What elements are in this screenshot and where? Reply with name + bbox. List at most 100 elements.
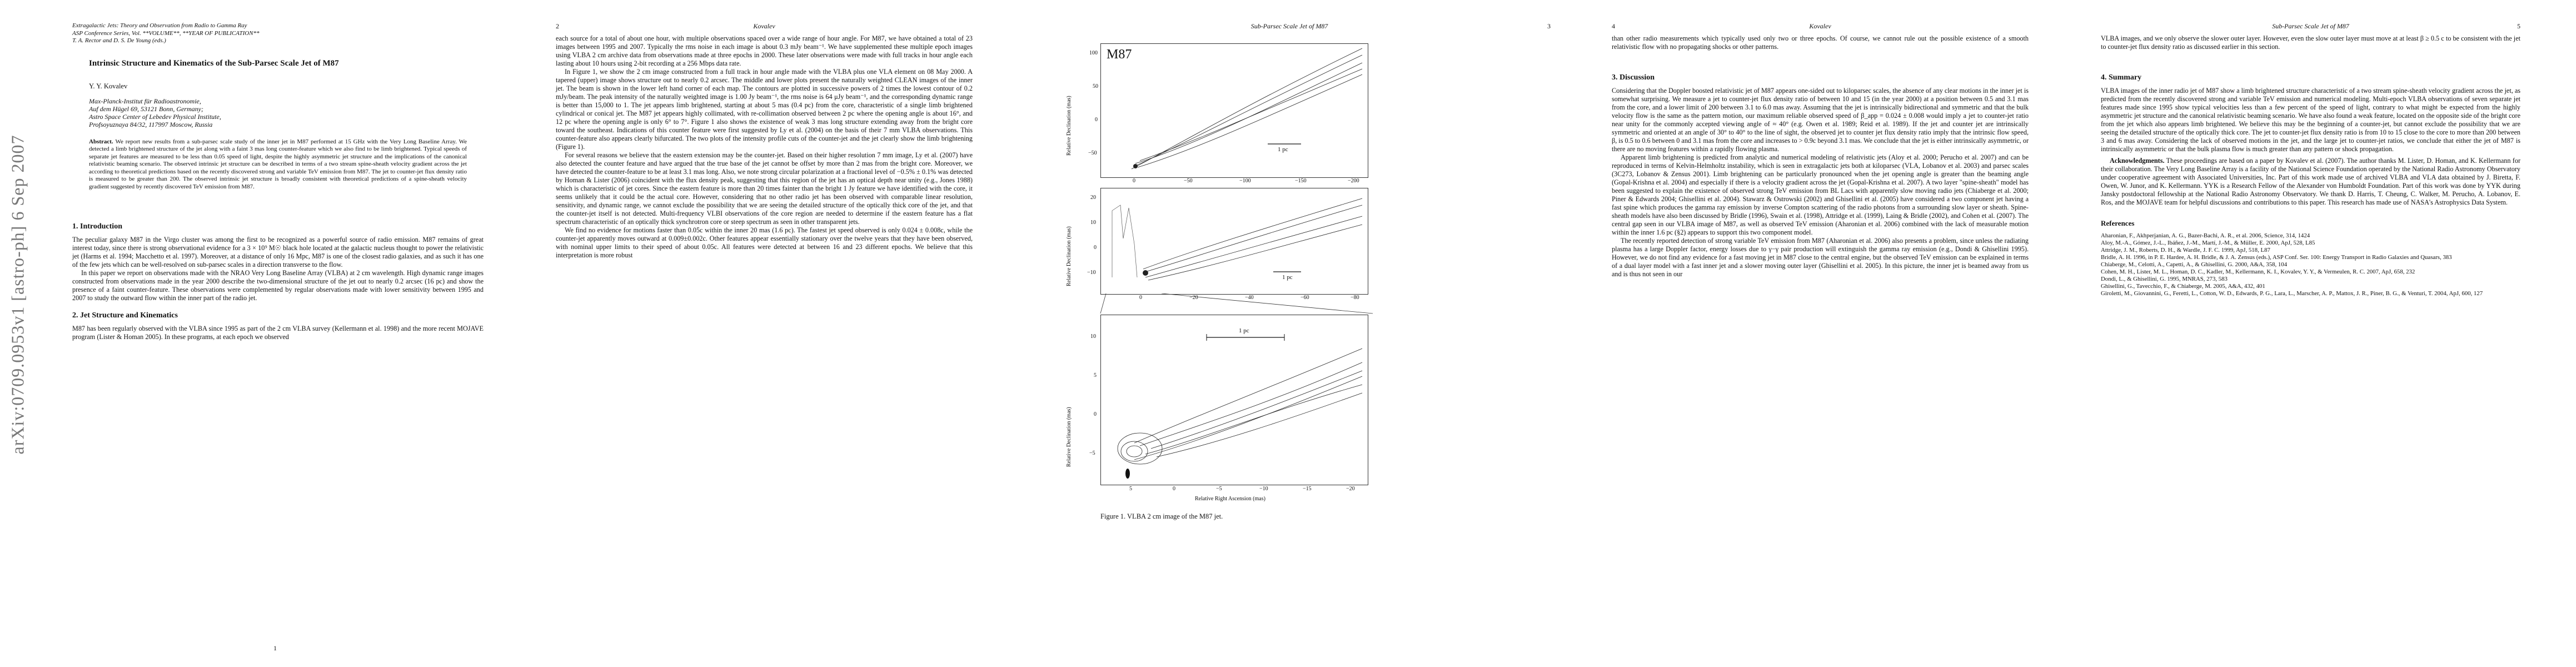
bot-xtick-4: −10 — [1259, 486, 1268, 492]
affiliation-2: Auf dem Hügel 69, 53121 Bonn, Germany; — [89, 104, 203, 113]
affiliation-3: Astro Space Center of Lebedev Physical I… — [89, 112, 221, 121]
mid-xtick-4: −60 — [1301, 295, 1309, 301]
panel-label: M87 — [1107, 47, 1132, 62]
jet-contour-middle — [1112, 198, 1363, 281]
page-5-header-title: Sub-Parsec Scale Jet of M87 — [2272, 22, 2349, 30]
top-xtick-5: −200 — [1348, 178, 1359, 184]
reference-item: Bridle, A. H. 1996, in P. E. Hardee, A. … — [2101, 254, 2452, 261]
page-4: 4 Kovalev than other radio measurements … — [1573, 0, 2062, 667]
abstract-text: We report new results from a sub-parsec … — [89, 138, 467, 191]
paper-title: Intrinsic Structure and Kinematics of th… — [89, 58, 339, 68]
zoom-connector — [1100, 293, 1373, 314]
page-2-paragraph-2: In Figure 1, we show the 2 cm image cons… — [556, 68, 973, 151]
bot-xtick-1: 5 — [1129, 486, 1132, 492]
reference-item: Giroletti, M., Giovannini, G., Feretti, … — [2101, 290, 2483, 297]
page-2: 2 Kovalev each source for a total of abo… — [517, 0, 1006, 667]
page-5-paragraph-1: VLBA images, and we only observe the slo… — [2101, 34, 2520, 51]
page-5: Sub-Parsec Scale Jet of M87 5 VLBA image… — [2062, 0, 2576, 667]
top-ytick-2: 50 — [1093, 83, 1098, 89]
jet-contour-bottom — [1117, 334, 1363, 479]
affiliation-4: Profsoyuznaya 84/32, 117997 Moscow, Russ… — [89, 120, 213, 128]
figure-panel-middle: 1 pc — [1100, 188, 1368, 295]
page-2-paragraph-3: For several reasons we believe that the … — [556, 151, 973, 226]
top-ytick-4: −50 — [1088, 150, 1097, 156]
jet-contour-top — [1131, 48, 1363, 170]
page-2-header-number: 2 — [556, 22, 559, 30]
author: Y. Y. Kovalev — [89, 82, 128, 90]
journal-line-1: Extragalactic Jets: Theory and Observati… — [72, 22, 247, 29]
journal-line-2: ASP Conference Series, Vol. **VOLUME**, … — [72, 29, 260, 37]
top-xtick-1: 0 — [1133, 178, 1135, 184]
page-1: Extragalactic Jets: Theory and Observati… — [33, 0, 517, 667]
mid-ytick-1: 20 — [1090, 195, 1096, 201]
ack-text: These proceedings are based on a paper b… — [2101, 157, 2520, 206]
page-2-paragraph-1: each source for a total of about one hou… — [556, 34, 973, 67]
bot-xtick-3: −5 — [1216, 486, 1222, 492]
bot-ytick-2: 5 — [1094, 372, 1097, 379]
bot-ylabel: Relative Declination (mas) — [1066, 407, 1072, 467]
affiliation-1: Max-Planck-Institut für Radioastronomie, — [89, 97, 201, 105]
reference-item: Attridge, J. M., Roberts, D. H., & Wardl… — [2101, 247, 2270, 253]
mid-xtick-2: −20 — [1189, 295, 1198, 301]
intro-paragraph-2: In this paper we report on observations … — [72, 268, 484, 302]
figure-panel-bottom: 1 pc — [1100, 315, 1368, 485]
reference-item: Dondi, L., & Ghisellini, G. 1995, MNRAS,… — [2101, 276, 2228, 282]
page-2-paragraph-4: We find no evidence for motions faster t… — [556, 226, 973, 259]
figure-panel-top: M87 1 pc — [1100, 43, 1368, 178]
section-2-heading: 2. Jet Structure and Kinematics — [72, 311, 178, 320]
ack-label: Acknowledgments. — [2110, 157, 2165, 165]
bot-xtick-5: −15 — [1303, 486, 1312, 492]
reference-item: Chiaberge, M., Celotti, A., Capetti, A.,… — [2101, 261, 2288, 268]
page-2-header-author: Kovalev — [753, 22, 775, 30]
page-number-1: 1 — [273, 644, 277, 652]
reference-item: Aloy, M.-A., Gómez, J.-L., Ibáñez, J.-M.… — [2101, 240, 2315, 246]
top-xtick-4: −150 — [1295, 178, 1307, 184]
summary-paragraph: VLBA images of the inner radio jet of M8… — [2101, 87, 2520, 153]
reference-list: Aharonian, F., Akhperjanian, A. G., Baze… — [2101, 232, 2520, 297]
reference-item: Ghisellini, G., Tavecchio, F., & Chiaber… — [2101, 283, 2265, 290]
mid-ylabel: Relative Declination (mas) — [1066, 226, 1072, 286]
bot-xtick-2: 0 — [1173, 486, 1175, 492]
discussion-paragraph-3: The recently reported detection of stron… — [1612, 237, 2029, 278]
page-4-paragraph-1: than other radio measurements which typi… — [1612, 34, 2029, 51]
bot-ytick-1: 10 — [1090, 334, 1096, 340]
mid-ytick-4: −10 — [1087, 270, 1096, 276]
section-1-heading: 1. Introduction — [72, 222, 122, 231]
xlabel: Relative Right Ascension (mas) — [1195, 496, 1265, 502]
top-ytick-1: 100 — [1089, 50, 1098, 56]
arxiv-stamp: arXiv:0709.0953v1 [astro-ph] 6 Sep 2007 — [7, 100, 29, 489]
reference-item: Aharonian, F., Akhperjanian, A. G., Baze… — [2101, 232, 2310, 239]
mid-xtick-1: 0 — [1139, 295, 1142, 301]
page-3-header-number: 3 — [1547, 22, 1551, 30]
mid-xtick-3: −40 — [1245, 295, 1254, 301]
bot-ytick-3: 0 — [1094, 411, 1097, 417]
intro-paragraph-1: The peculiar galaxy M87 in the Virgo clu… — [72, 235, 484, 268]
bot-ytick-4: −5 — [1089, 450, 1095, 456]
mid-ytick-2: 10 — [1090, 220, 1096, 226]
page-4-header-number: 4 — [1612, 22, 1615, 30]
scale-bar-top: 1 pc — [1278, 146, 1288, 153]
discussion-paragraph-2: Apparent limb brightening is predicted f… — [1612, 153, 2029, 236]
discussion-paragraph-1: Considering that the Doppler boosted rel… — [1612, 87, 2029, 153]
page-3: Sub-Parsec Scale Jet of M87 3 M87 1 pc 1… — [1006, 0, 1573, 667]
scale-bar-middle: 1 pc — [1282, 274, 1293, 281]
abstract: Abstract. We report new results from a s… — [89, 138, 467, 191]
mid-ytick-3: 0 — [1094, 245, 1097, 251]
mid-xtick-5: −80 — [1351, 295, 1359, 301]
acknowledgments: Acknowledgments. These proceedings are b… — [2101, 157, 2520, 207]
bot-xtick-6: −20 — [1346, 486, 1355, 492]
page-5-header-number: 5 — [2517, 22, 2520, 30]
top-ylabel: Relative Declination (mas) — [1066, 96, 1072, 156]
top-xtick-3: −100 — [1239, 178, 1251, 184]
page-3-header-title: Sub-Parsec Scale Jet of M87 — [1250, 22, 1328, 30]
abstract-label: Abstract. — [89, 138, 113, 145]
figure-caption: Figure 1. VLBA 2 cm image of the M87 jet… — [1100, 512, 1223, 520]
page-4-header-author: Kovalev — [1809, 22, 1831, 30]
references-heading: References — [2101, 219, 2135, 227]
journal-line-3: T. A. Rector and D. S. De Young (eds.) — [72, 37, 166, 44]
top-ytick-3: 0 — [1095, 117, 1098, 123]
top-xtick-2: −50 — [1184, 178, 1193, 184]
arxiv-id: arXiv:0709.0953v1 [astro-ph] 6 Sep 2007 — [7, 135, 28, 455]
reference-item: Cohen, M. H., Lister, M. L., Homan, D. C… — [2101, 268, 2415, 275]
section-2-paragraph-1: M87 has been regularly observed with the… — [72, 324, 484, 341]
